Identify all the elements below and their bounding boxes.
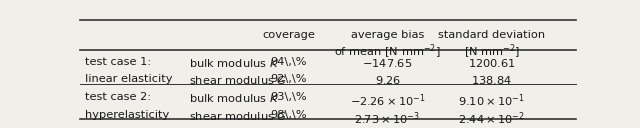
Text: test case 2:: test case 2:	[85, 92, 151, 102]
Text: standard deviation
[N mm$^{-2}$]: standard deviation [N mm$^{-2}$]	[438, 30, 545, 61]
Text: $2.73 \times 10^{-3}$: $2.73 \times 10^{-3}$	[355, 110, 420, 127]
Text: $138.84$: $138.84$	[471, 74, 512, 87]
Text: shear modulus $G$: shear modulus $G$	[189, 74, 287, 87]
Text: average bias
of mean [N mm$^{-2}$]: average bias of mean [N mm$^{-2}$]	[334, 30, 441, 61]
Text: hyperelasticity: hyperelasticity	[85, 110, 169, 120]
Text: $-147.65$: $-147.65$	[362, 57, 413, 69]
Text: $2.44 \times 10^{-2}$: $2.44 \times 10^{-2}$	[458, 110, 525, 127]
Text: 98\,\%: 98\,\%	[270, 110, 307, 120]
Text: $1200.61$: $1200.61$	[468, 57, 516, 69]
Text: test case 1:: test case 1:	[85, 57, 151, 67]
Text: $9.10 \times 10^{-1}$: $9.10 \times 10^{-1}$	[458, 92, 525, 109]
Text: 93\,\%: 93\,\%	[270, 92, 307, 102]
Text: 92\,\%: 92\,\%	[270, 74, 307, 84]
Text: shear modulus $G$: shear modulus $G$	[189, 110, 287, 122]
Text: $9.26$: $9.26$	[374, 74, 401, 87]
Text: coverage: coverage	[262, 30, 315, 40]
Text: bulk modulus $K$: bulk modulus $K$	[189, 92, 280, 104]
Text: bulk modulus $K$: bulk modulus $K$	[189, 57, 280, 69]
Text: linear elasticity: linear elasticity	[85, 74, 172, 84]
Text: $-2.26 \times 10^{-1}$: $-2.26 \times 10^{-1}$	[349, 92, 426, 109]
Text: 94\,\%: 94\,\%	[270, 57, 307, 67]
